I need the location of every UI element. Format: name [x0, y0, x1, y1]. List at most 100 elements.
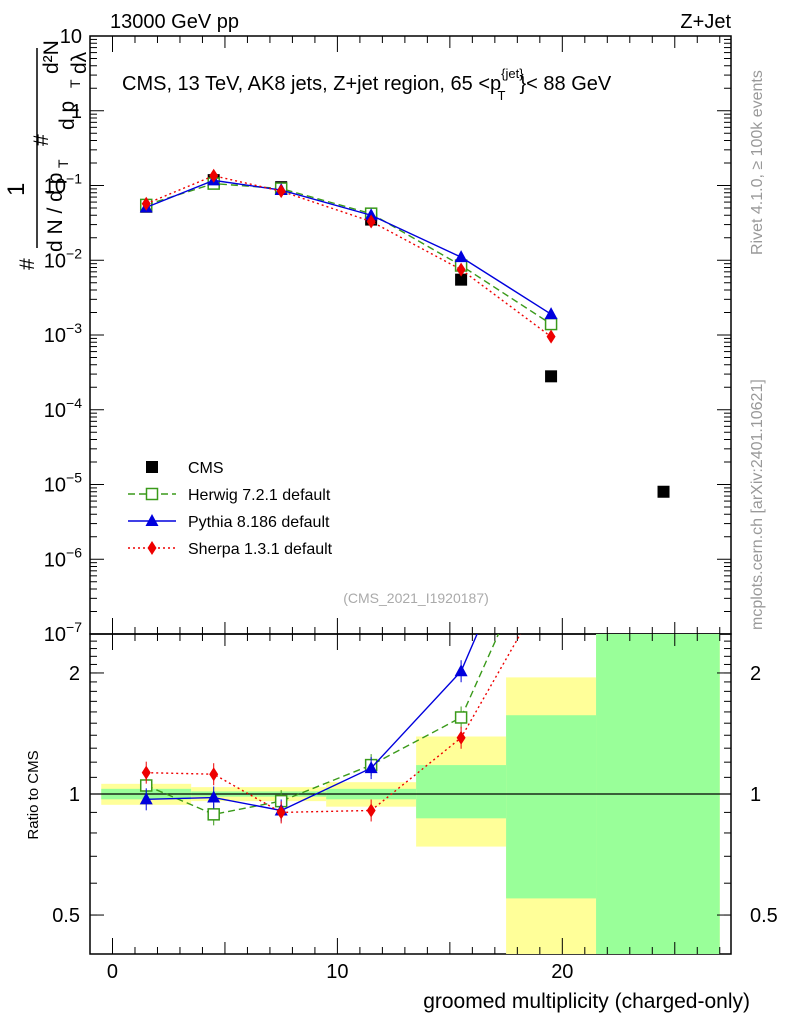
main-y-tick-label: 10−3 — [44, 320, 82, 347]
ratio-series — [139, 634, 522, 826]
tick-exponent: −5 — [66, 470, 82, 486]
title-post: }< 88 GeV — [520, 73, 612, 95]
ratio-line-sherpa — [146, 634, 522, 814]
ratio-y-tick-label: 2 — [69, 663, 80, 685]
ratio-point-pythia — [364, 761, 378, 774]
y-label-hash-1: # — [16, 258, 39, 270]
main-point-pythia — [544, 307, 558, 320]
ratio-y-tick-label-right: 2 — [750, 663, 761, 685]
y-label-dpt: d p — [56, 101, 79, 130]
main-point-sherpa — [141, 196, 151, 211]
main-point-sherpa — [366, 214, 376, 229]
title-sup: {jet} — [501, 66, 524, 81]
main-point-pythia — [454, 250, 468, 263]
legend-marker-pythia — [145, 514, 159, 526]
main-y-tick-label: 10−7 — [44, 619, 82, 646]
ratio-band-green — [506, 715, 597, 899]
mcplots-label: mcplots.cern.ch [arXiv:2401.10621] — [749, 379, 766, 630]
ratio-point-pythia — [454, 664, 468, 677]
main-line-herwig — [146, 182, 552, 325]
tick-base: 10 — [44, 400, 66, 422]
plot-title: CMS, 13 TeV, AK8 jets, Z+jet region, 65 … — [122, 66, 612, 103]
tick-exponent: −7 — [66, 619, 82, 635]
main-plot-frame — [89, 35, 732, 635]
tick-base: 10 — [44, 325, 66, 347]
main-point-sherpa — [546, 329, 556, 344]
ratio-point-pythia — [139, 792, 153, 805]
main-point-herwig — [544, 317, 558, 331]
ratio-point-sherpa — [456, 730, 466, 745]
title-sub: T — [498, 88, 506, 103]
tick-base: 10 — [44, 250, 66, 272]
main-point-sherpa — [276, 184, 286, 199]
main-series — [139, 168, 670, 498]
main-y-tick-label: 10 — [60, 26, 82, 48]
y-label-one: 1 — [3, 183, 30, 196]
x-tick-label: 0 — [107, 961, 118, 983]
tick-base: 10 — [44, 549, 66, 571]
main-y-tick-label: 10−5 — [44, 470, 82, 497]
title-pre: CMS, 13 TeV, AK8 jets, Z+jet region, 65 … — [122, 73, 501, 95]
header-left: 13000 GeV pp — [110, 11, 239, 33]
tick-exponent: −6 — [66, 544, 82, 560]
main-point-data — [657, 485, 670, 498]
rivet-version-label: Rivet 4.1.0, ≥ 100k events — [749, 70, 766, 255]
ratio-band-green — [416, 765, 507, 819]
ratio-line-pythia — [146, 634, 478, 812]
main-point-pythia — [364, 208, 378, 221]
legend: CMS Herwig 7.2.1 default Pythia 8.186 defa… — [128, 460, 333, 558]
tick-base: 10 — [44, 176, 66, 198]
legend-label-herwig: Herwig 7.2.1 default — [188, 487, 331, 504]
ratio-point-herwig — [207, 808, 220, 821]
tick-base: 10 — [44, 475, 66, 497]
tick-exponent: −2 — [66, 245, 82, 261]
ratio-point-sherpa — [276, 805, 286, 820]
main-y-tick-label: 10−1 — [44, 171, 82, 198]
analysis-id: (CMS_2021_I1920187) — [343, 590, 489, 606]
ratio-y-axis-label: Ratio to CMS — [25, 750, 42, 839]
ratio-y-tick-label-right: 1 — [750, 784, 761, 806]
y-label-dlambda: dλ — [68, 51, 91, 74]
legend-marker-sherpa — [147, 541, 157, 555]
main-y-axis-label: # 1 d N / d p T # d p T d²N dλ — [3, 40, 91, 270]
main-point-sherpa — [209, 168, 219, 183]
legend-label-pythia: Pythia 8.186 default — [188, 514, 330, 531]
x-tick-label: 20 — [551, 961, 573, 983]
ratio-point-sherpa — [209, 767, 219, 782]
ratio-y-tick-label: 0.5 — [52, 905, 80, 927]
y-label-hash-2: # — [30, 134, 53, 146]
tick-exponent: −4 — [66, 395, 82, 411]
ratio-y-tick-label: 1 — [69, 784, 80, 806]
ratio-uncertainty-bands — [90, 634, 731, 954]
main-line-sherpa — [145, 175, 552, 338]
legend-label-data: CMS — [188, 460, 224, 477]
y-label-sub-t-1: T — [55, 159, 71, 168]
legend-label-sherpa: Sherpa 1.3.1 default — [188, 541, 333, 558]
ratio-point-pythia — [207, 790, 221, 803]
main-line-pythia — [145, 179, 552, 315]
main-y-tick-label: 10−2 — [44, 245, 82, 272]
main-point-sherpa — [456, 262, 466, 277]
ratio-point-sherpa — [141, 765, 151, 780]
ratio-point-herwig — [454, 711, 468, 724]
ratio-ticks: 0.5 0.51 12 20 10 20 — [52, 634, 778, 983]
y-label-sub-t-2: T — [67, 79, 83, 88]
x-axis-label: groomed multiplicity (charged-only) — [423, 990, 750, 1013]
main-y-tick-label: 1 — [71, 101, 82, 123]
main-y-tick-label: 10−4 — [44, 395, 82, 422]
main-point-data — [545, 370, 558, 383]
header-right: Z+Jet — [680, 11, 731, 33]
main-point-data — [455, 273, 468, 286]
legend-marker-herwig — [145, 487, 159, 501]
main-y-tick-label: 10−6 — [44, 544, 82, 571]
x-tick-label: 10 — [326, 961, 348, 983]
tick-base: 10 — [44, 624, 66, 646]
ratio-point-sherpa — [366, 803, 376, 818]
ratio-y-tick-label-right: 0.5 — [750, 905, 778, 927]
legend-marker-data — [146, 461, 158, 473]
y-label-dn-dpt: d N / d p — [44, 173, 67, 252]
tick-exponent: −1 — [66, 171, 82, 187]
tick-exponent: −3 — [66, 320, 82, 336]
